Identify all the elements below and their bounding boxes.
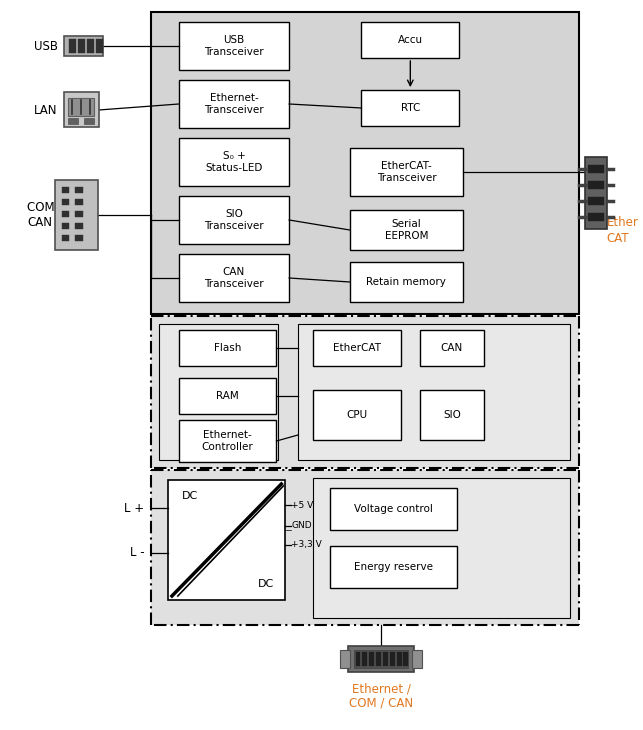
Bar bbox=[179, 196, 289, 244]
Bar bbox=[87, 39, 94, 53]
Text: DC: DC bbox=[181, 491, 197, 501]
Bar bbox=[588, 181, 604, 189]
Bar bbox=[420, 330, 484, 366]
Bar bbox=[312, 390, 401, 440]
Text: Ethernet-
Controller: Ethernet- Controller bbox=[202, 430, 253, 452]
Bar bbox=[376, 652, 381, 666]
Bar bbox=[62, 199, 69, 205]
Bar bbox=[298, 324, 570, 460]
Bar bbox=[168, 480, 285, 600]
Bar bbox=[68, 118, 78, 124]
Text: Voltage control: Voltage control bbox=[354, 504, 433, 514]
Text: +3,3 V: +3,3 V bbox=[291, 540, 322, 550]
Text: RAM: RAM bbox=[216, 391, 239, 401]
Bar bbox=[312, 330, 401, 366]
Text: DC: DC bbox=[258, 579, 274, 589]
Bar bbox=[588, 165, 604, 173]
Text: CPU: CPU bbox=[346, 410, 367, 420]
Text: Ethernet-
Transceiver: Ethernet- Transceiver bbox=[204, 93, 264, 115]
Text: SIO: SIO bbox=[443, 410, 461, 420]
Bar bbox=[69, 39, 77, 53]
Bar bbox=[179, 254, 289, 302]
Bar bbox=[84, 118, 94, 124]
Bar bbox=[179, 330, 276, 366]
Bar bbox=[179, 378, 276, 414]
Bar bbox=[75, 199, 83, 205]
Text: EtherCAT-
Transceiver: EtherCAT- Transceiver bbox=[377, 161, 436, 183]
Text: COM /: COM / bbox=[28, 201, 63, 213]
Bar bbox=[151, 12, 579, 314]
Bar bbox=[361, 22, 459, 58]
Bar bbox=[361, 90, 459, 126]
Bar bbox=[62, 223, 69, 229]
Text: +5 V: +5 V bbox=[291, 501, 313, 510]
Bar bbox=[390, 652, 395, 666]
Bar bbox=[62, 187, 69, 193]
Bar bbox=[62, 235, 69, 241]
Bar bbox=[383, 652, 388, 666]
Bar bbox=[151, 316, 579, 468]
Bar bbox=[350, 148, 463, 196]
Bar bbox=[75, 211, 83, 217]
Bar bbox=[179, 138, 289, 186]
Text: LAN: LAN bbox=[34, 104, 58, 117]
Bar bbox=[64, 92, 98, 127]
Text: COM / CAN: COM / CAN bbox=[349, 696, 413, 709]
Bar bbox=[585, 157, 607, 229]
Text: Retain memory: Retain memory bbox=[367, 277, 446, 287]
Text: CAT: CAT bbox=[607, 231, 629, 245]
Bar bbox=[331, 488, 457, 530]
Text: Energy reserve: Energy reserve bbox=[354, 562, 433, 572]
Bar bbox=[179, 420, 276, 462]
Text: Flash: Flash bbox=[214, 343, 241, 353]
Bar bbox=[55, 180, 98, 250]
Text: S₀ +
Status-LED: S₀ + Status-LED bbox=[205, 151, 263, 173]
Bar bbox=[151, 470, 579, 625]
Text: CAN: CAN bbox=[28, 215, 52, 228]
Bar bbox=[354, 650, 408, 668]
Text: CAN
Transceiver: CAN Transceiver bbox=[204, 266, 264, 289]
Text: Ether: Ether bbox=[607, 217, 638, 229]
Bar bbox=[159, 324, 278, 460]
Bar bbox=[78, 39, 85, 53]
Bar bbox=[312, 478, 570, 618]
Bar bbox=[331, 546, 457, 588]
Text: SIO
Transceiver: SIO Transceiver bbox=[204, 209, 264, 231]
Text: GND: GND bbox=[291, 521, 312, 531]
Bar bbox=[75, 187, 83, 193]
Bar bbox=[62, 211, 69, 217]
Bar bbox=[588, 197, 604, 205]
Bar bbox=[75, 235, 83, 241]
Bar bbox=[96, 39, 103, 53]
Bar bbox=[340, 650, 350, 668]
Bar bbox=[179, 80, 289, 128]
Text: USB: USB bbox=[34, 39, 59, 53]
Bar bbox=[64, 36, 103, 56]
Text: USB
Transceiver: USB Transceiver bbox=[204, 35, 264, 57]
Bar bbox=[403, 652, 408, 666]
Bar bbox=[412, 650, 422, 668]
Bar bbox=[420, 390, 484, 440]
Text: RTC: RTC bbox=[401, 103, 420, 113]
Bar bbox=[588, 213, 604, 221]
Bar bbox=[348, 646, 414, 672]
Bar bbox=[356, 652, 361, 666]
Bar bbox=[179, 22, 289, 70]
Text: L +: L + bbox=[125, 502, 145, 515]
Bar bbox=[397, 652, 401, 666]
Text: CAN: CAN bbox=[440, 343, 463, 353]
Text: Ethernet /: Ethernet / bbox=[352, 682, 410, 695]
Bar bbox=[68, 98, 94, 116]
Text: Accu: Accu bbox=[398, 35, 423, 45]
Bar bbox=[350, 262, 463, 302]
Bar bbox=[75, 223, 83, 229]
Bar bbox=[363, 652, 367, 666]
Bar bbox=[369, 652, 374, 666]
Text: L -: L - bbox=[130, 547, 145, 559]
Bar bbox=[350, 210, 463, 250]
Text: EtherCAT: EtherCAT bbox=[332, 343, 381, 353]
Text: Serial
EEPROM: Serial EEPROM bbox=[385, 219, 428, 241]
